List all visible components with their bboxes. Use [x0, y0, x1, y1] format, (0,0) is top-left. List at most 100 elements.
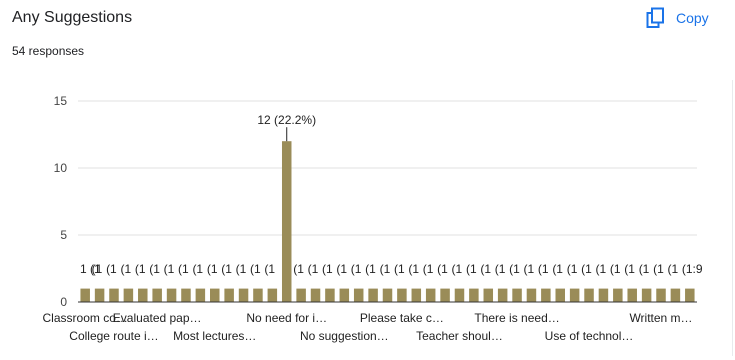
data-label: (1	[596, 262, 607, 276]
bar	[598, 288, 609, 302]
y-tick-label: 0	[60, 295, 67, 309]
bar	[253, 288, 263, 302]
data-label: (1	[653, 262, 664, 276]
data-label: (1	[308, 262, 319, 276]
copy-label: Copy	[676, 10, 709, 26]
bar	[281, 141, 292, 302]
data-label: (1	[624, 262, 635, 276]
data-label: (1	[667, 262, 678, 276]
bar	[685, 288, 695, 302]
bar	[497, 288, 508, 302]
data-label: (1	[236, 262, 247, 276]
x-category-label: No suggestion…	[300, 329, 389, 343]
x-category-label: There is need…	[474, 311, 559, 325]
data-label: (1	[581, 262, 592, 276]
data-label: (1	[480, 262, 491, 276]
data-label: (1	[437, 262, 448, 276]
x-category-label: Most lectures…	[173, 329, 256, 343]
copy-button[interactable]: Copy	[640, 4, 715, 32]
x-category-label: Use of technol…	[545, 329, 634, 343]
bar	[181, 288, 191, 302]
bar	[670, 288, 681, 302]
x-category-label: Teacher shoul…	[416, 329, 503, 343]
data-label: (1	[92, 262, 103, 276]
bar	[382, 288, 393, 302]
bar	[397, 288, 407, 302]
bar	[425, 288, 436, 302]
data-label: (1	[524, 262, 535, 276]
x-category-label: Evaluated pap…	[113, 311, 202, 325]
data-label: (1	[567, 262, 578, 276]
bar	[80, 288, 90, 302]
bar	[339, 288, 350, 302]
bar	[123, 288, 134, 302]
bar	[368, 288, 378, 302]
bar	[454, 288, 465, 302]
data-label: (1	[164, 262, 175, 276]
x-category-label: Classroom co…	[43, 311, 128, 325]
bar	[555, 288, 565, 302]
bar	[526, 288, 537, 302]
data-label: (1	[192, 262, 203, 276]
bar	[94, 288, 105, 302]
data-label: (1	[380, 262, 391, 276]
data-label: (1	[552, 262, 563, 276]
data-label: (1	[120, 262, 131, 276]
bar	[512, 288, 522, 302]
data-label: (1	[509, 262, 520, 276]
data-label: (1	[351, 262, 362, 276]
data-label: (1	[250, 262, 261, 276]
data-label: (1	[610, 262, 621, 276]
data-label: (1	[365, 262, 376, 276]
bar	[224, 288, 234, 302]
data-label: 1 (1	[80, 262, 101, 276]
data-label: (1	[394, 262, 405, 276]
bar	[195, 288, 206, 302]
data-label: (1	[336, 262, 347, 276]
data-label: (1	[264, 262, 275, 276]
bar	[109, 288, 119, 302]
data-label: (1	[178, 262, 189, 276]
bar	[310, 288, 321, 302]
data-label: (1	[495, 262, 506, 276]
bar	[627, 288, 637, 302]
y-tick-label: 10	[54, 161, 68, 175]
response-count: 54 responses	[12, 44, 85, 58]
chart-card-edge	[8, 80, 733, 356]
bar	[541, 288, 551, 302]
data-label: (1:9	[682, 262, 703, 276]
data-label: (1	[322, 262, 333, 276]
x-category-label: Please take c…	[360, 311, 444, 325]
data-label: (1	[106, 262, 117, 276]
data-label: (1	[538, 262, 549, 276]
x-category-label: No need for i…	[246, 311, 327, 325]
chart-title: Any Suggestions	[12, 9, 133, 26]
data-label: (1	[452, 262, 463, 276]
data-label: (1	[639, 262, 650, 276]
bar	[152, 288, 162, 302]
y-tick-label: 5	[60, 228, 67, 242]
x-category-label: Written m…	[629, 311, 692, 325]
bar	[469, 288, 479, 302]
bar	[353, 288, 364, 302]
data-label: (1	[135, 262, 146, 276]
bar	[656, 288, 666, 302]
bar	[641, 288, 652, 302]
data-label: 12 (22.2%)	[257, 113, 316, 127]
data-label: (1	[466, 262, 477, 276]
bar	[569, 288, 580, 302]
copy-icon	[646, 7, 664, 28]
bar	[138, 288, 148, 302]
data-label: (1	[221, 262, 232, 276]
data-label: (1	[149, 262, 160, 276]
y-tick-label: 15	[54, 94, 68, 108]
bar	[440, 288, 450, 302]
bar	[584, 288, 594, 302]
bar	[296, 288, 306, 302]
bar	[411, 288, 422, 302]
bar	[613, 288, 623, 302]
data-label: (1	[207, 262, 218, 276]
bar	[325, 288, 335, 302]
bar	[267, 288, 278, 302]
data-label: (1	[423, 262, 434, 276]
